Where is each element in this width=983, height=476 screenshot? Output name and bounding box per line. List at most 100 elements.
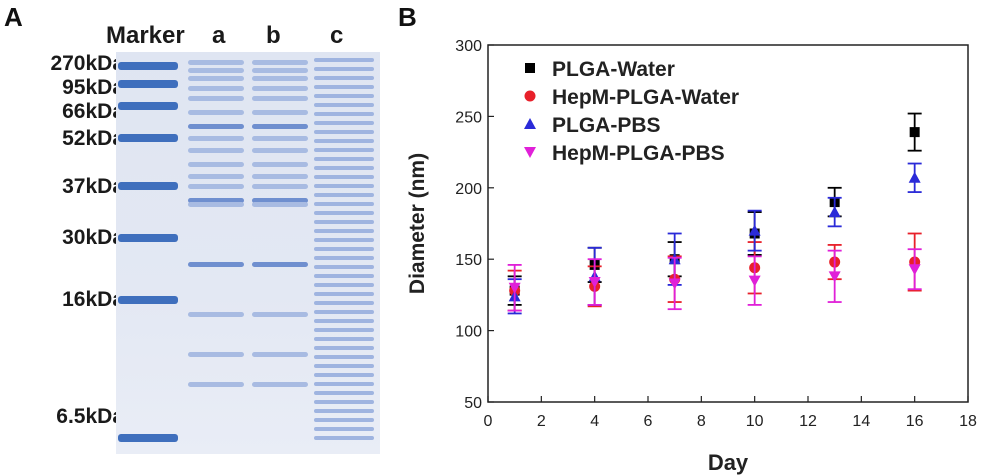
lane-b-band	[252, 124, 308, 129]
mw-label-270: 270kDa	[50, 52, 124, 75]
lane-label-b: b	[266, 22, 281, 49]
lane-c-band	[314, 283, 374, 287]
lane-c-band	[314, 337, 374, 341]
mw-label-6-5: 6.5kDa	[56, 405, 124, 428]
marker-band	[118, 234, 178, 242]
legend-label-plga-pbs: PLGA-PBS	[552, 114, 661, 137]
lane-c-band	[314, 184, 374, 188]
sds-page-gel-image	[116, 52, 380, 454]
lane-b-band	[252, 184, 308, 189]
lane-c-band	[314, 319, 374, 323]
lane-c-band	[314, 373, 374, 377]
lane-a-band	[188, 148, 244, 153]
legend-marker-plga-pbs	[524, 118, 536, 129]
y-tick-label: 50	[464, 395, 482, 412]
mw-label-66: 66kDa	[62, 100, 124, 123]
lane-b-band	[252, 76, 308, 81]
lane-b-band	[252, 262, 308, 267]
y-tick-label: 250	[455, 109, 482, 126]
lane-a-band	[188, 124, 244, 129]
lane-c-band	[314, 130, 374, 134]
lane-c-band	[314, 346, 374, 350]
legend-label-plga-water: PLGA-Water	[552, 58, 675, 81]
point-plga-pbs	[748, 224, 761, 236]
x-tick-label: 0	[484, 413, 493, 430]
lane-c-band	[314, 94, 374, 98]
mw-label-52: 52kDa	[62, 127, 124, 150]
lane-c-band	[314, 418, 374, 422]
marker-band	[118, 296, 178, 304]
lane-a-band	[188, 60, 244, 65]
lane-b-band	[252, 86, 308, 91]
marker-band	[118, 102, 178, 110]
lane-b-band	[252, 174, 308, 179]
marker-band	[118, 80, 178, 88]
lane-c-band	[314, 202, 374, 206]
lane-c-band	[314, 274, 374, 278]
lane-c-band	[314, 85, 374, 89]
lane-b-band	[252, 202, 308, 207]
lane-c-band	[314, 265, 374, 269]
lane-a-band	[188, 162, 244, 167]
lane-b-band	[252, 162, 308, 167]
marker-band	[118, 134, 178, 142]
marker-band	[118, 182, 178, 190]
lane-c-band	[314, 157, 374, 161]
x-tick-label: 2	[537, 413, 546, 430]
mw-label-16: 16kDa	[62, 288, 124, 311]
mw-label-37: 37kDa	[62, 175, 124, 198]
mw-label-30: 30kDa	[62, 226, 124, 249]
lane-c-band	[314, 58, 374, 62]
y-tick-label: 300	[455, 38, 482, 55]
lane-c-band	[314, 166, 374, 170]
diameter-chart: 0 2 4 6 8 10 12 14 16 18 50 100 150 200 250 300 Day Diame…	[406, 38, 977, 475]
point-plga-pbs	[828, 206, 841, 218]
plot-frame	[487, 44, 969, 403]
lane-c-band	[314, 310, 374, 314]
lane-a-band	[188, 110, 244, 115]
x-tick-label: 8	[697, 413, 706, 430]
lane-b-band	[252, 352, 308, 357]
lane-label-c: c	[330, 22, 344, 49]
x-tick-label: 14	[852, 413, 870, 430]
lane-b-band	[252, 96, 308, 101]
lane-c-band	[314, 148, 374, 152]
lane-c-band	[314, 355, 374, 359]
lane-c-band	[314, 400, 374, 404]
lane-c-band	[314, 121, 374, 125]
lane-a-band	[188, 352, 244, 357]
x-tick-label: 16	[906, 413, 924, 430]
lane-a-band	[188, 202, 244, 207]
lane-a-band	[188, 198, 244, 203]
lane-c-band	[314, 427, 374, 431]
lane-c-band	[314, 301, 374, 305]
point-hepm-plga-pbs	[908, 264, 921, 276]
lane-b-band	[252, 68, 308, 73]
lane-a-band	[188, 312, 244, 317]
panel-a-letter: A	[4, 2, 23, 32]
lane-a-band	[188, 184, 244, 189]
x-tick-label: 18	[959, 413, 977, 430]
point-hepm-plga-pbs	[828, 271, 841, 283]
x-tick-label: 12	[799, 413, 817, 430]
lane-c-band	[314, 220, 374, 224]
lane-c-band	[314, 436, 374, 440]
lane-c-band	[314, 229, 374, 233]
lane-c-band	[314, 328, 374, 332]
legend-marker-plga-water	[525, 63, 535, 73]
legend-label-hepm-plga-pbs: HepM-PLGA-PBS	[552, 142, 725, 165]
lane-a-band	[188, 136, 244, 141]
lane-b-band	[252, 312, 308, 317]
lane-c-band	[314, 391, 374, 395]
lane-a-band	[188, 382, 244, 387]
lane-c-band	[314, 382, 374, 386]
lane-c-band	[314, 292, 374, 296]
lane-b-band	[252, 110, 308, 115]
legend-marker-hepm-plga-water	[524, 90, 536, 102]
y-axis-label: Diameter (nm)	[406, 153, 429, 294]
mw-label-95: 95kDa	[62, 76, 124, 99]
y-tick-label: 150	[455, 252, 482, 269]
lane-c-band	[314, 211, 374, 215]
lane-a-band	[188, 68, 244, 73]
lane-c-band	[314, 409, 374, 413]
